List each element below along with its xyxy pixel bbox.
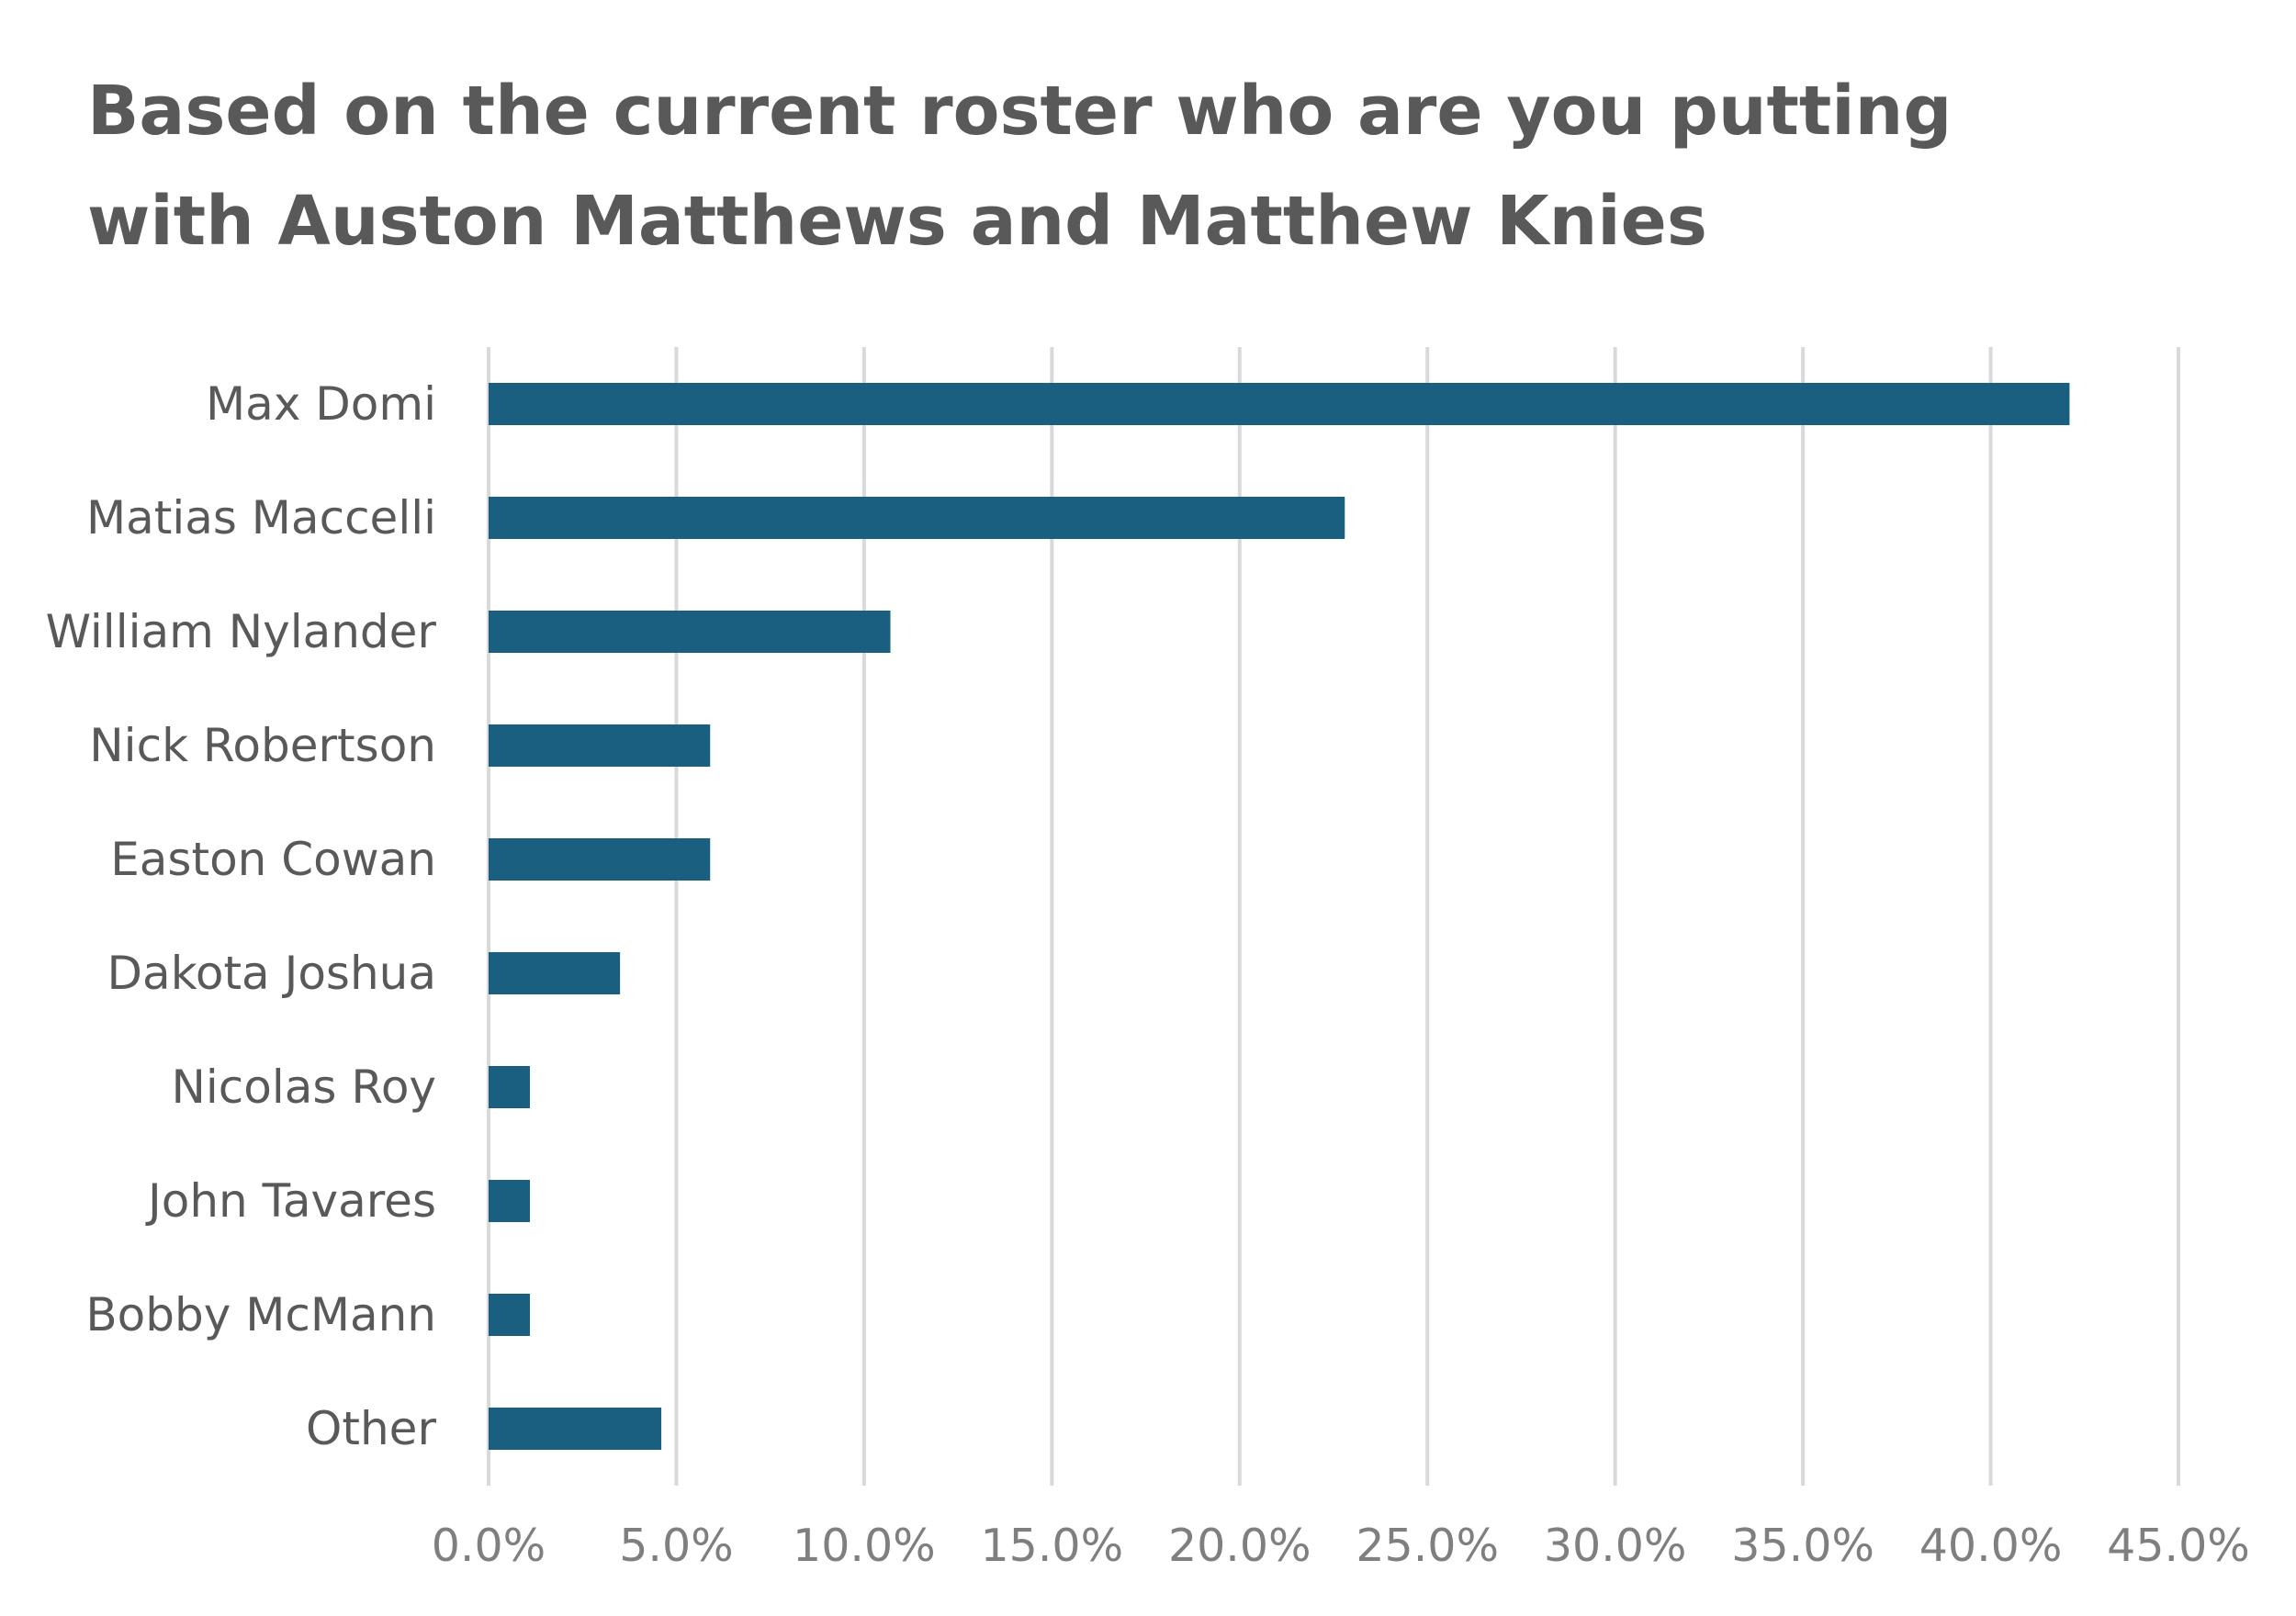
x-tick-label: 0.0%: [432, 1520, 546, 1572]
category-label: Nick Robertson: [89, 719, 436, 772]
x-tick-labels: 0.0% 5.0% 10.0% 15.0% 20.0% 25.0% 30.0% 35.0% 40…: [432, 1520, 2250, 1572]
bar: [489, 724, 711, 767]
x-tick-label: 25.0%: [1356, 1520, 1499, 1572]
bars: [489, 383, 2070, 1450]
chart-title-line-1: Based on the current roster who are you …: [87, 72, 1953, 151]
category-label: Dakota Joshua: [107, 947, 436, 1000]
bar: [489, 1294, 530, 1336]
category-label: Nicolas Roy: [171, 1060, 436, 1114]
category-label: Bobby McMann: [85, 1288, 436, 1341]
x-tick-label: 30.0%: [1544, 1520, 1687, 1572]
x-tick-label: 5.0%: [619, 1520, 734, 1572]
bar: [489, 1180, 530, 1222]
x-tick-label: 40.0%: [1919, 1520, 2063, 1572]
bar: [489, 1408, 662, 1450]
x-tick-label: 35.0%: [1731, 1520, 1874, 1572]
bar: [489, 383, 2070, 425]
category-label: William Nylander: [46, 605, 437, 658]
x-tick-label: 15.0%: [980, 1520, 1123, 1572]
category-label: John Tavares: [145, 1174, 436, 1228]
bar: [489, 611, 891, 653]
x-tick-label: 20.0%: [1168, 1520, 1311, 1572]
bar: [489, 952, 621, 994]
bar: [489, 497, 1345, 539]
bar: [489, 1066, 530, 1108]
category-label: Other: [306, 1402, 436, 1455]
x-tick-label: 45.0%: [2107, 1520, 2250, 1572]
bar: [489, 838, 711, 881]
category-label: Matias Maccelli: [86, 491, 436, 544]
category-label: Max Domi: [206, 377, 436, 431]
chart-title-line-2: with Auston Matthews and Matthew Knies: [87, 182, 1707, 261]
category-labels: Max Domi Matias Maccelli William Nylander N…: [46, 377, 437, 1455]
x-tick-label: 10.0%: [793, 1520, 936, 1572]
category-label: Easton Cowan: [110, 833, 436, 886]
